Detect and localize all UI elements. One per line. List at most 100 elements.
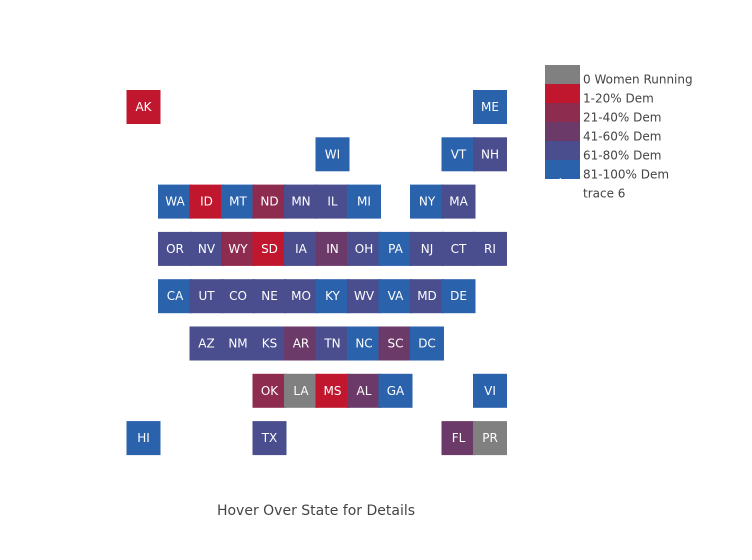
- state-tile-wy[interactable]: WY: 21-40% Dem WY: [221, 231, 255, 266]
- state-tile-ma[interactable]: MA: 61-80% Dem MA: [441, 184, 476, 219]
- state-tile-mn[interactable]: MN: 61-80% Dem MN: [284, 184, 318, 219]
- state-tile-pr[interactable]: PR: 0 Women Running PR: [473, 421, 507, 456]
- state-tile-fill[interactable]: [473, 373, 507, 408]
- state-tile-fill[interactable]: [126, 90, 161, 124]
- state-tile-fill[interactable]: [410, 184, 444, 219]
- state-tile-me[interactable]: ME: 81-100% Dem ME: [473, 90, 507, 124]
- state-tile-fill[interactable]: [347, 326, 381, 361]
- state-tile-fill[interactable]: [252, 231, 287, 266]
- state-tile-dc[interactable]: DC: 81-100% Dem DC: [410, 326, 444, 361]
- legend-item[interactable]: Aa trace 6: [558, 177, 625, 201]
- state-tile-fill[interactable]: [284, 279, 318, 314]
- state-tile-ga[interactable]: GA: 81-100% Dem GA: [378, 373, 413, 408]
- state-tile-fill[interactable]: [347, 231, 381, 266]
- state-tile-fill[interactable]: [252, 184, 287, 219]
- state-tile-fill[interactable]: [473, 421, 507, 456]
- state-tile-ar[interactable]: AR: 41-60% Dem AR: [284, 326, 318, 361]
- state-tile-fill[interactable]: [252, 279, 287, 314]
- state-tile-fill[interactable]: [473, 90, 507, 124]
- legend-item[interactable]: 21-40% Dem: [545, 103, 661, 125]
- state-tile-fill[interactable]: [347, 279, 381, 314]
- state-tile-fill[interactable]: [441, 137, 476, 172]
- state-tile-fill[interactable]: [221, 184, 255, 219]
- state-tile-nm[interactable]: NM: 61-80% Dem NM: [221, 326, 255, 361]
- state-tile-fill[interactable]: [315, 326, 350, 361]
- state-tile-nc[interactable]: NC: 81-100% Dem NC: [347, 326, 381, 361]
- state-tile-oh[interactable]: OH: 61-80% Dem OH: [347, 231, 381, 266]
- state-tile-fill[interactable]: [315, 231, 350, 266]
- legend-item[interactable]: 41-60% Dem: [545, 122, 661, 144]
- legend-item[interactable]: 61-80% Dem: [545, 141, 661, 163]
- state-tile-fill[interactable]: [252, 326, 287, 361]
- state-tile-fill[interactable]: [126, 421, 161, 456]
- state-tile-fill[interactable]: [473, 137, 507, 172]
- state-tile-ct[interactable]: CT: 61-80% Dem CT: [441, 231, 476, 266]
- state-tile-fill[interactable]: [315, 184, 350, 219]
- state-tile-al[interactable]: AL: 41-60% Dem AL: [347, 373, 381, 408]
- state-tile-fill[interactable]: [284, 373, 318, 408]
- state-tile-az[interactable]: AZ: 61-80% DemAZ: [189, 326, 224, 361]
- state-tile-fill[interactable]: [378, 326, 413, 361]
- state-tile-fill[interactable]: [410, 279, 444, 314]
- state-tile-fill[interactable]: [158, 279, 192, 314]
- state-tile-de[interactable]: DE: 81-100% Dem DE: [441, 279, 476, 314]
- state-tile-sd[interactable]: SD: 1-20% Dem SD: [252, 231, 287, 266]
- state-tile-nh[interactable]: NH: 61-80% Dem NH: [473, 137, 507, 172]
- legend-item[interactable]: 1-20% Dem: [545, 84, 654, 106]
- state-tile-ca[interactable]: CA: 81-100% DemCA: [158, 279, 192, 314]
- state-tile-ny[interactable]: NY: 81-100% Dem NY: [410, 184, 444, 219]
- state-tile-id[interactable]: ID: 1-20% Dem ID: [189, 184, 224, 219]
- state-tile-fill[interactable]: [441, 184, 476, 219]
- state-tile-ut[interactable]: UT: 61-80% Dem UT: [189, 279, 224, 314]
- legend-item[interactable]: 0 Women Running: [545, 65, 693, 87]
- state-tile-fill[interactable]: [315, 137, 350, 172]
- state-tile-sc[interactable]: SC: 41-60% Dem SC: [378, 326, 413, 361]
- state-tile-ks[interactable]: KS: 61-80% Dem KS: [252, 326, 287, 361]
- state-tile-in[interactable]: IN: 41-60% Dem IN: [315, 231, 350, 266]
- state-tile-fl[interactable]: FL: 41-60% Dem FL: [441, 421, 476, 456]
- state-tile-fill[interactable]: [189, 279, 224, 314]
- state-tile-nd[interactable]: ND: 21-40% Dem ND: [252, 184, 287, 219]
- state-tile-fill[interactable]: [158, 231, 192, 266]
- state-tile-fill[interactable]: [315, 279, 350, 314]
- state-tile-fill[interactable]: [158, 184, 192, 219]
- state-tile-tn[interactable]: TN: 61-80% Dem TN: [315, 326, 350, 361]
- state-tile-vi[interactable]: VI: 81-100% Dem VI: [473, 373, 507, 408]
- state-tile-or[interactable]: OR: 61-80% DemOR: [158, 231, 192, 266]
- state-tile-fill[interactable]: [221, 231, 255, 266]
- state-tile-fill[interactable]: [284, 231, 318, 266]
- state-tile-pa[interactable]: PA: 81-100% Dem PA: [378, 231, 413, 266]
- state-tile-fill[interactable]: [284, 184, 318, 219]
- state-tile-fill[interactable]: [189, 184, 224, 219]
- state-tile-vt[interactable]: VT: 81-100% Dem VT: [441, 137, 476, 172]
- legend-item[interactable]: 81-100% Dem: [545, 160, 669, 182]
- state-tile-la[interactable]: LA: 0 Women Running LA: [284, 373, 318, 408]
- state-tile-mi[interactable]: MI: 81-100% Dem MI: [347, 184, 381, 219]
- state-tile-fill[interactable]: [410, 326, 444, 361]
- state-tile-fill[interactable]: [189, 231, 224, 266]
- state-tile-ms[interactable]: MS: 1-20% Dem MS: [315, 373, 350, 408]
- state-tile-fill[interactable]: [315, 373, 350, 408]
- state-tile-fill[interactable]: [473, 231, 507, 266]
- state-tile-fill[interactable]: [410, 231, 444, 266]
- state-tile-fill[interactable]: [252, 373, 287, 408]
- state-tile-ak[interactable]: AK: 1-20% DemAK: [126, 90, 161, 124]
- state-tile-fill[interactable]: [378, 373, 413, 408]
- state-tile-nv[interactable]: NV: 61-80% Dem NV: [189, 231, 224, 266]
- state-tile-ne[interactable]: NE: 61-80% Dem NE: [252, 279, 287, 314]
- state-tile-fill[interactable]: [221, 326, 255, 361]
- state-tile-hi[interactable]: HI: 81-100% DemHI: [126, 421, 161, 456]
- state-tile-ia[interactable]: IA: 61-80% Dem IA: [284, 231, 318, 266]
- state-tile-mo[interactable]: MO: 61-80% Dem MO: [284, 279, 318, 314]
- state-tile-fill[interactable]: [221, 279, 255, 314]
- state-tile-fill[interactable]: [189, 326, 224, 361]
- state-tile-mt[interactable]: MT: 81-100% Dem MT: [221, 184, 255, 219]
- state-tile-wv[interactable]: WV: 61-80% Dem WV: [347, 279, 381, 314]
- state-tile-ok[interactable]: OK: 21-40% DemOK: [252, 373, 287, 408]
- state-tile-fill[interactable]: [441, 421, 476, 456]
- state-tile-nj[interactable]: NJ: 61-80% Dem NJ: [410, 231, 444, 266]
- state-tile-md[interactable]: MD: 61-80% Dem MD: [410, 279, 444, 314]
- state-tile-tx[interactable]: TX: 61-80% Dem TX: [252, 421, 287, 456]
- state-tile-ri[interactable]: RI: 61-80% Dem RI: [473, 231, 507, 266]
- state-tile-fill[interactable]: [378, 279, 413, 314]
